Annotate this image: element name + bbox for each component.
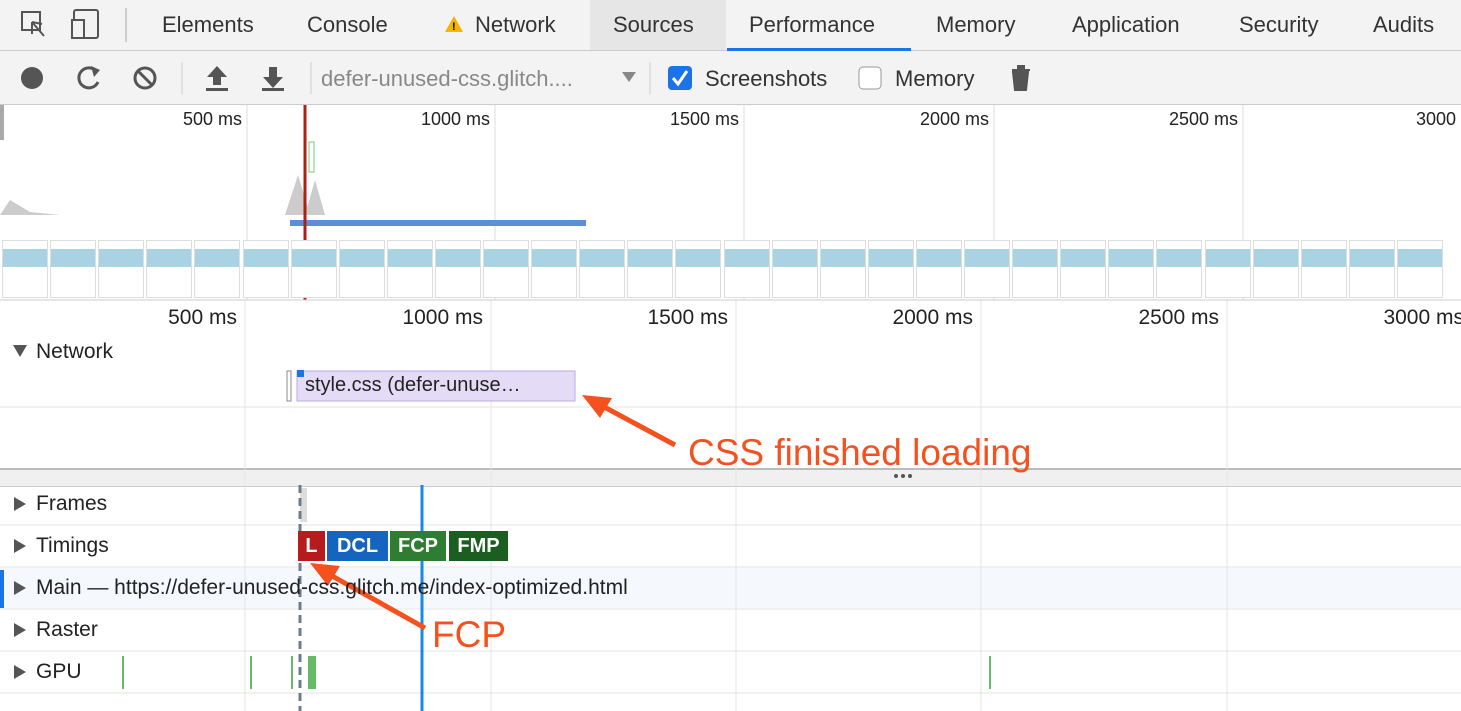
- track-label: Timings: [36, 534, 109, 557]
- screenshot-thumb: [386, 240, 433, 298]
- track-label: Frames: [36, 492, 108, 515]
- tab[interactable]: Application: [1072, 12, 1180, 37]
- screenshot-thumb: [627, 240, 674, 298]
- network-track-label: Network: [36, 340, 114, 363]
- timing-marker: FCP: [390, 531, 446, 561]
- timing-marker: FMP: [449, 531, 508, 561]
- screenshots-checkbox[interactable]: Screenshots: [705, 66, 828, 91]
- screenshot-thumb: [1204, 240, 1251, 298]
- screenshot-thumb: [2, 240, 48, 298]
- screenshot-thumb: [1108, 240, 1155, 298]
- tab[interactable]: Performance: [749, 12, 875, 37]
- screenshot-thumb: [1012, 240, 1059, 298]
- overview-tick: 3000: [1415, 109, 1456, 129]
- screenshot-thumb: [242, 240, 289, 298]
- screenshot-thumb: [434, 240, 481, 298]
- screenshot-thumb: [1396, 240, 1443, 298]
- tab[interactable]: Network: [475, 12, 556, 37]
- timing-marker: L: [298, 531, 325, 561]
- toolbar: [0, 51, 1461, 105]
- screenshot-thumb: [146, 240, 193, 298]
- tab[interactable]: Console: [307, 12, 388, 37]
- screenshot-thumb: [1156, 240, 1203, 298]
- screenshot-thumb: [867, 240, 914, 298]
- screenshot-thumb: [1252, 240, 1299, 298]
- screenshot-thumb: [964, 240, 1010, 298]
- timeline-tick: 3000 ms: [1383, 306, 1461, 329]
- track-label: Raster: [36, 618, 98, 641]
- screenshot-thumb: [1348, 240, 1395, 298]
- overview-tick: 2000 ms: [919, 109, 989, 129]
- timeline-tick: 1000 ms: [402, 306, 483, 329]
- timeline-tick: 2500 ms: [1138, 306, 1219, 329]
- tab[interactable]: Security: [1239, 12, 1319, 37]
- active-tab-underline: [727, 48, 911, 51]
- timeline-tick: 1500 ms: [647, 306, 728, 329]
- screenshot-thumb: [50, 240, 97, 298]
- splitter: [0, 468, 1461, 487]
- profile-select[interactable]: defer-unused-css.glitch....: [321, 66, 573, 91]
- timeline-tick: 500 ms: [168, 306, 237, 329]
- svg-text:!: !: [452, 21, 456, 33]
- screenshot-thumb: [531, 240, 578, 298]
- timing-marker: DCL: [327, 531, 388, 561]
- overview-tick: 1000 ms: [420, 109, 490, 129]
- screenshot-thumb: [1060, 240, 1107, 298]
- main-track-marker: [0, 570, 4, 608]
- tab[interactable]: Audits: [1373, 12, 1435, 37]
- screenshot-thumb: [819, 240, 866, 298]
- screenshot-thumb: [194, 240, 241, 298]
- tab[interactable]: Sources: [613, 12, 694, 37]
- screenshot-thumb: [771, 240, 818, 298]
- screenshot-thumb: [675, 240, 722, 298]
- main-track-bg: [0, 568, 1461, 608]
- memory-checkbox[interactable]: Memory: [895, 66, 975, 91]
- screenshot-thumb: [98, 240, 145, 298]
- screenshot-thumb: [483, 240, 529, 298]
- screenshot-thumb: [915, 240, 962, 298]
- overview-tick: 2500 ms: [1168, 109, 1238, 129]
- tab[interactable]: Elements: [162, 12, 254, 37]
- network-request: style.css (defer-unuse…: [305, 374, 521, 396]
- track-label: Main — https://defer-unused-css.glitch.m…: [36, 576, 628, 599]
- tab[interactable]: Memory: [936, 12, 1016, 37]
- annotation: CSS finished loading: [688, 432, 1032, 473]
- screenshot-thumb: [723, 240, 770, 298]
- track-label: GPU: [36, 660, 82, 683]
- annotation: FCP: [432, 614, 506, 655]
- screenshot-thumb: [338, 240, 385, 298]
- screenshot-thumb: [290, 240, 337, 298]
- overview-tick: 1500 ms: [669, 109, 739, 129]
- screenshot-thumb: [579, 240, 626, 298]
- overview-tick: 500 ms: [182, 109, 242, 129]
- timeline-tick: 2000 ms: [892, 306, 973, 329]
- screenshot-thumb: [1300, 240, 1347, 298]
- sources-tab-bg: [590, 0, 726, 50]
